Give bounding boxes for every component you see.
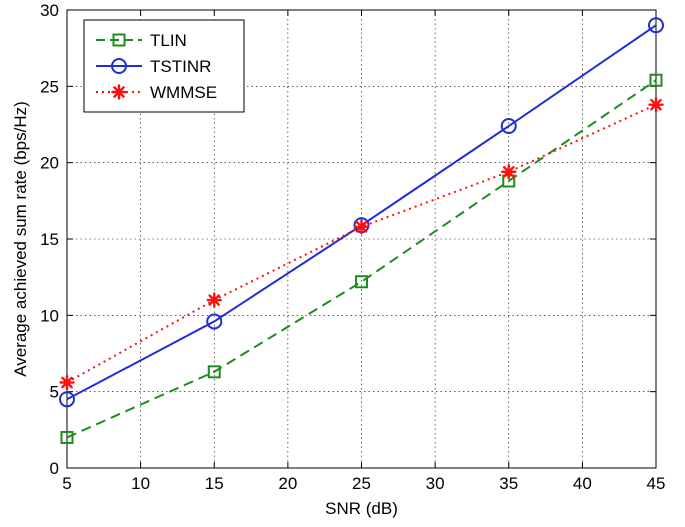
- series-group: [59, 17, 664, 444]
- x-tick-label: 20: [278, 474, 297, 493]
- data-point-tlin: [207, 365, 221, 379]
- x-tick-label: 10: [131, 474, 150, 493]
- x-axis-label: SNR (dB): [325, 499, 398, 518]
- x-tick-label: 5: [62, 474, 71, 493]
- data-point-wmmse: [353, 219, 370, 235]
- y-tick-label: 5: [50, 383, 59, 402]
- y-tick-label: 30: [40, 1, 59, 20]
- x-tick-label: 30: [426, 474, 445, 493]
- x-tick-label: 35: [499, 474, 518, 493]
- legend-label-tlin: TLIN: [150, 31, 187, 50]
- legend-label-tstinr: TSTINR: [150, 57, 211, 76]
- data-point-wmmse: [59, 374, 75, 391]
- y-axis-label: Average achieved sum rate (bps/Hz): [11, 101, 30, 377]
- x-tick-label: 25: [352, 474, 371, 493]
- legend-entry-tlin: TLIN: [96, 31, 187, 50]
- x-tick-label: 40: [573, 474, 592, 493]
- x-tick-label: 45: [647, 474, 666, 493]
- data-point-tstinr: [648, 17, 664, 34]
- data-point-tstinr: [206, 313, 223, 330]
- data-point-tlin: [649, 73, 663, 87]
- data-point-wmmse: [648, 96, 664, 113]
- data-point-wmmse: [206, 292, 222, 308]
- data-point-tstinr: [500, 118, 517, 135]
- legend-entry-tstinr: TSTINR: [96, 57, 211, 76]
- legend-label-wmmse: WMMSE: [150, 83, 217, 102]
- y-tick-label: 15: [40, 230, 59, 249]
- data-point-tstinr: [59, 391, 75, 408]
- y-tick-label: 20: [40, 154, 59, 173]
- x-tick-label: 15: [205, 474, 224, 493]
- y-tick-label: 10: [40, 306, 59, 325]
- series-wmmse: [59, 96, 664, 391]
- data-point-tlin: [355, 275, 368, 289]
- data-point-tlin: [60, 430, 74, 444]
- y-tick-label: 0: [50, 459, 59, 478]
- legend-marker-tstinr: [111, 58, 127, 74]
- legend-entry-wmmse: WMMSE: [96, 83, 217, 102]
- legend-marker-wmmse: [111, 84, 127, 100]
- y-tick-label: 25: [40, 77, 59, 96]
- legend: TLIN TSTINR WMMSE: [83, 19, 245, 113]
- data-point-wmmse: [501, 164, 517, 180]
- legend-marker-tlin: [112, 33, 126, 47]
